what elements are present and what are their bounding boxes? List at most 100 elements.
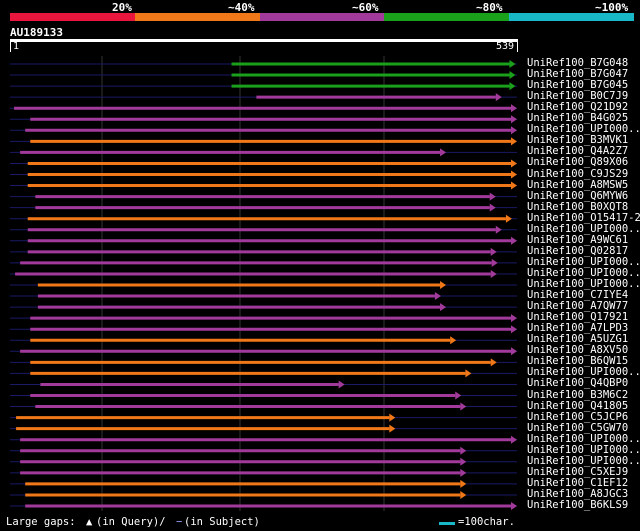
scale-bar xyxy=(439,522,455,525)
hit-end-arrow-icon xyxy=(389,424,396,433)
scale-label: =100char. xyxy=(458,516,515,528)
hit-label-link[interactable]: UniRef100_Q02817 xyxy=(527,244,629,257)
query-sequence-bar xyxy=(10,39,518,42)
hit-end-arrow-icon xyxy=(489,203,496,212)
hit-end-arrow-icon xyxy=(490,269,497,278)
hit-end-arrow-icon xyxy=(460,446,467,455)
hit-end-arrow-icon xyxy=(440,148,447,157)
hit-end-arrow-icon xyxy=(509,82,516,91)
hit-label-link[interactable]: UniRef100_B0XQT8 xyxy=(527,200,629,213)
hit-label-link[interactable]: UniRef100_B6QW15 xyxy=(527,355,629,368)
hit-label-link[interactable]: UniRef100_UPI000... xyxy=(527,454,640,467)
hit-label-link[interactable]: UniRef100_Q21D92 xyxy=(527,101,629,114)
hit-label-link[interactable]: UniRef100_B7G048 xyxy=(527,57,629,69)
hit-label-link[interactable]: UniRef100_Q6MYW6 xyxy=(527,189,629,202)
alignment-hits-panel xyxy=(10,56,517,511)
identity-scale-segment xyxy=(384,13,510,21)
hit-label-link[interactable]: UniRef100_A7QW77 xyxy=(527,300,629,313)
hit-end-arrow-icon xyxy=(460,490,467,499)
hit-end-arrow-icon xyxy=(450,336,457,345)
hit-label-link[interactable]: UniRef100_B4G025 xyxy=(527,112,629,125)
identity-scale-label: ~60% xyxy=(352,1,379,14)
large-gaps-label: Large gaps: xyxy=(6,516,76,528)
hit-end-arrow-icon xyxy=(389,413,396,422)
hit-end-arrow-icon xyxy=(491,258,498,267)
hit-label-link[interactable]: UniRef100_UPI000... xyxy=(527,278,640,290)
hit-label-link[interactable]: UniRef100_A7LPD3 xyxy=(527,322,629,335)
identity-scale-segment xyxy=(259,13,385,21)
identity-color-scale: 20% ~40% ~60% ~80% ~100% xyxy=(0,0,640,26)
hit-label-link[interactable]: UniRef100_C5XEJ9 xyxy=(527,465,629,478)
query-end-label: 539 xyxy=(496,41,515,52)
hit-label-link[interactable]: UniRef100_UPI000... xyxy=(527,366,640,379)
hit-label-link[interactable]: UniRef100_Q17921 xyxy=(527,311,629,324)
hit-label-link[interactable]: UniRef100_A8MSW5 xyxy=(527,178,629,191)
identity-scale-label: ~80% xyxy=(476,1,503,14)
hit-end-arrow-icon xyxy=(511,137,517,146)
hit-end-arrow-icon xyxy=(511,159,517,168)
hit-label-link[interactable]: UniRef100_C5GW70 xyxy=(527,421,629,434)
query-end-tick xyxy=(517,40,518,52)
hit-end-arrow-icon xyxy=(511,104,517,113)
hit-end-arrow-icon xyxy=(509,71,516,80)
query-accession: AU189133 xyxy=(10,26,63,39)
hit-end-arrow-icon xyxy=(460,457,467,466)
query-gap-marker-icon: ▲ xyxy=(86,516,93,528)
hit-end-arrow-icon xyxy=(495,93,502,102)
hit-end-arrow-icon xyxy=(511,126,517,135)
hit-label-link[interactable]: UniRef100_UPI000... xyxy=(527,123,640,136)
hit-end-arrow-icon xyxy=(460,479,467,488)
graph-legend-footer: Large gaps: ▲ (in Query)/ − (in Subject)… xyxy=(0,514,640,531)
hit-end-arrow-icon xyxy=(490,247,497,256)
hit-label-link[interactable]: UniRef100_UPI000... xyxy=(527,266,640,279)
hit-label-link[interactable]: UniRef100_Q89X06 xyxy=(527,156,629,169)
query-start-label: 1 xyxy=(13,41,20,52)
hit-label-link[interactable]: UniRef100_A5UZG1 xyxy=(527,333,629,346)
hit-label-link[interactable]: UniRef100_B3M6C2 xyxy=(527,388,629,401)
hit-label-link[interactable]: UniRef100_A8JGC3 xyxy=(527,487,629,500)
hit-end-arrow-icon xyxy=(495,225,502,234)
hit-label-link[interactable]: UniRef100_B7G045 xyxy=(527,79,629,92)
identity-scale-segment xyxy=(134,13,260,21)
hit-label-link[interactable]: UniRef100_UPI000... xyxy=(527,432,640,445)
hit-label-link[interactable]: UniRef100_Q4A2Z7 xyxy=(527,145,629,158)
hit-end-arrow-icon xyxy=(505,214,512,223)
hit-end-arrow-icon xyxy=(511,347,517,356)
hit-label-link[interactable]: UniRef100_B0C7J9 xyxy=(527,90,629,103)
hit-end-arrow-icon xyxy=(460,402,467,411)
hit-end-arrow-icon xyxy=(460,468,467,477)
subject-gap-label: (in Subject) xyxy=(184,516,260,528)
hit-end-arrow-icon xyxy=(511,181,517,190)
hit-end-arrow-icon xyxy=(440,281,447,289)
hit-label-link[interactable]: UniRef100_C5JCP6 xyxy=(527,410,629,423)
hit-label-link[interactable]: UniRef100_B3MVK1 xyxy=(527,134,629,147)
hit-label-link[interactable]: UniRef100_C7IYE4 xyxy=(527,289,629,302)
hit-label-link[interactable]: UniRef100_UPI000... xyxy=(527,222,640,235)
hit-end-arrow-icon xyxy=(511,325,517,334)
hit-end-arrow-icon xyxy=(511,502,517,510)
hit-label-link[interactable]: UniRef100_O15417-2 xyxy=(527,211,640,224)
hit-label-link[interactable]: UniRef100_C1EF12 xyxy=(527,476,629,489)
subject-gap-marker-icon: − xyxy=(176,516,183,528)
hit-label-link[interactable]: UniRef100_UPI000... xyxy=(527,255,640,268)
hit-label-link[interactable]: UniRef100_UPI000... xyxy=(527,443,640,456)
identity-scale-label: ~100% xyxy=(595,1,629,14)
identity-scale-segment xyxy=(509,13,634,21)
hit-end-arrow-icon xyxy=(465,369,472,378)
hit-label-link[interactable]: UniRef100_C9JS29 xyxy=(527,167,629,180)
hit-end-arrow-icon xyxy=(511,435,517,444)
hit-label-link[interactable]: UniRef100_Q41805 xyxy=(527,399,629,412)
hit-label-link[interactable]: UniRef100_A9WC61 xyxy=(527,233,629,246)
hit-end-arrow-icon xyxy=(511,314,517,323)
hit-end-arrow-icon xyxy=(489,192,496,201)
hit-end-arrow-icon xyxy=(455,391,462,400)
hit-end-arrow-icon xyxy=(509,60,516,68)
identity-scale-label: 20% xyxy=(112,1,132,14)
hit-end-arrow-icon xyxy=(511,170,517,179)
hit-label-link[interactable]: UniRef100_Q4QBP0 xyxy=(527,377,629,390)
hit-label-link[interactable]: UniRef100_B7G047 xyxy=(527,68,629,81)
hit-end-arrow-icon xyxy=(434,292,441,301)
hit-label-link[interactable]: UniRef100_A8XV50 xyxy=(527,344,629,357)
query-gap-label: (in Query)/ xyxy=(96,516,166,528)
hit-label-link[interactable]: UniRef100_B6KLS9 xyxy=(527,499,629,511)
